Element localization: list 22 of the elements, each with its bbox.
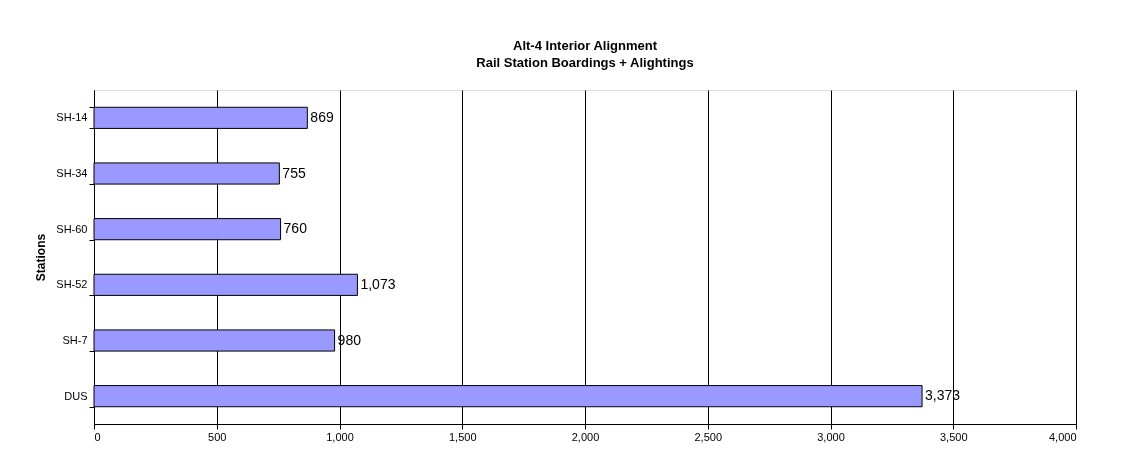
x-tick-label: 0 — [94, 430, 101, 443]
y-axis-title: Stations — [34, 233, 49, 282]
y-tick-label: DUS — [64, 389, 88, 402]
y-tick-label: SH-52 — [56, 278, 88, 291]
data-label: 755 — [282, 164, 306, 181]
x-tick-label: 1,500 — [448, 430, 477, 443]
data-label: 869 — [310, 108, 334, 125]
x-tick-label: 2,000 — [571, 430, 600, 443]
data-label: 1,073 — [360, 275, 396, 292]
x-tick-label: 2,500 — [694, 430, 723, 443]
x-tick-label: 3,500 — [939, 430, 968, 443]
x-tick-label: 4,000 — [1048, 430, 1077, 443]
x-tick-label: 1,000 — [326, 430, 354, 443]
y-tick-label: SH-34 — [56, 167, 88, 179]
y-tick-label: SH-14 — [56, 111, 88, 124]
x-tick-label: 3,000 — [817, 430, 845, 443]
chart-subtitle: Rail Station Boardings + Alightings — [476, 55, 694, 70]
y-tick-label: SH-7 — [62, 334, 88, 346]
x-tick-label: 500 — [208, 430, 227, 443]
data-label: 760 — [283, 220, 308, 237]
y-tick-label: SH-60 — [56, 222, 88, 235]
chart-title: Alt-4 Interior Alignment — [513, 38, 658, 53]
